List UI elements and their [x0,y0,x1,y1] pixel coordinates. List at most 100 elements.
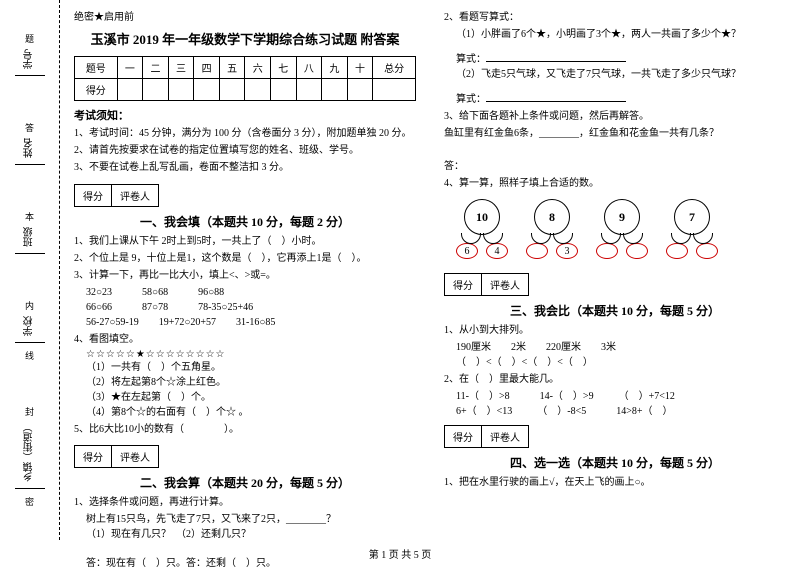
sidebar-sub: 内 [25,299,34,312]
th: 题号 [75,57,118,79]
notice-item: 3、不要在试卷上乱写乱画，卷面不整洁扣 3 分。 [74,161,416,175]
q2-3ans: 答： [444,159,786,174]
sidebar-sub: 题 [25,32,34,45]
connector-lines [597,233,647,245]
th: 九 [322,57,348,79]
th: 三 [168,57,194,79]
section-2-title: 二、我会算（本题共 20 分，每题 5 分） [74,474,416,491]
td [219,79,245,101]
right-column: 2、看题写算式： （1）小胖画了6个★，小明画了3个★，两人一共画了多少个★？ … [430,0,800,540]
sidebar-line [15,75,45,76]
small-circle: 4 [486,243,508,259]
big-circle: 7 [674,199,710,235]
q2-4: 4、算一算，照样子填上合适的数。 [444,176,786,191]
q3-2a: 11-（ ）>8 14-（ ）>9 （ ）+7<12 [456,389,786,404]
bond-group: 7 [666,199,718,259]
notice-item: 2、请首先按要求在试卷的指定位置填写您的姓名、班级、学号。 [74,144,416,158]
td [194,79,220,101]
small-circle: 6 [456,243,478,259]
th: 七 [271,57,297,79]
small-circle: 3 [556,243,578,259]
small-circle [696,243,718,259]
sidebar-sub: 封 [25,405,34,418]
sidebar-label: 学号 [22,49,37,69]
spacer [444,42,786,52]
sidebar-student-id: 题 学号 [15,32,45,78]
spacer [444,82,786,92]
q1-4a: （1）一共有（ ）个五角星。 [86,360,416,375]
score-label: 得分 [445,426,482,447]
q3-1: 1、从小到大排列。 [444,323,786,338]
number-bond-diagram: 10 6 4 8 3 9 [456,199,786,259]
q3-1b: （ ）<（ ）<（ ）<（ ） [456,355,786,370]
q1-3a: 32○23 58○68 96○88 [86,285,416,300]
q1-3c: 56-27○59-19 19+72○20+57 31-16○85 [86,315,416,330]
q2-2a: （1）小胖画了6个★，小明画了3个★，两人一共画了多少个★？ [456,27,786,42]
td [322,79,348,101]
sidebar-town: 封 乡镇（街道） 密 [15,405,45,508]
section-3-title: 三、我会比（本题共 10 分，每题 5 分） [444,302,786,319]
th: 四 [194,57,220,79]
q4-1: 1、把在水里行驶的画上√，在天上飞的画上○。 [444,475,786,490]
secret-label: 绝密★启用前 [74,8,416,23]
td [271,79,297,101]
big-circle: 8 [534,199,570,235]
q2-3: 3、给下面各题补上条件或问题，然后再解答。 [444,109,786,124]
td: 得分 [75,79,118,101]
td [347,79,373,101]
sidebar-line [15,253,45,254]
th: 二 [143,57,169,79]
content-area: 绝密★启用前 玉溪市 2019 年一年级数学下学期综合练习试题 附答案 题号 一… [60,0,800,540]
sidebar-line [15,342,45,343]
small-circle-pair: 3 [526,243,578,259]
td [296,79,322,101]
q2-1b: （1）现在有几只？ （2）还剩几只？ [86,527,416,542]
sidebar-label: 姓名 [22,138,37,158]
score-label: 得分 [75,446,112,467]
bond-group: 9 [596,199,648,259]
sidebar-label: 班级 [22,227,37,247]
notice-item: 1、考试时间：45 分钟，满分为 100 分（含卷面分 3 分），附加题单独 2… [74,127,416,141]
page-footer: 第 1 页 共 5 页 [0,546,800,561]
q1-5: 5、比6大比10小的数有（ ）。 [74,422,416,437]
small-circle-pair: 6 4 [456,243,508,259]
score-table: 题号 一 二 三 四 五 六 七 八 九 十 总分 得分 [74,56,416,101]
q3-2: 2、在（ ）里最大能几。 [444,372,786,387]
td [117,79,143,101]
fill-line [486,92,626,102]
sidebar-label: 乡镇（街道） [22,422,37,482]
fill-line [486,52,626,62]
small-circle [596,243,618,259]
q2-3a: 鱼缸里有红金鱼6条，________，红金鱼和花金鱼一共有几条？ [444,126,786,141]
q1-4c: （3）★在左起第（ ）个。 [86,390,416,405]
sidebar-label: 学校 [22,316,37,336]
formula-label: 算式： [456,94,486,105]
sidebar-sub: 本 [25,210,34,223]
q1-4-stars: ☆☆☆☆☆★☆☆☆☆☆☆☆☆ [86,349,416,360]
q2-2: 2、看题写算式： [444,10,786,25]
marker-label: 评卷人 [482,426,528,447]
page-container: 题 学号 答 姓名 本 班级 内 学校 线 封 乡镇（街道） 密 绝密★ [0,0,800,540]
q1-3: 3、计算一下，再比一比大小，填上<、>或=。 [74,268,416,283]
marker-label: 评卷人 [112,185,158,206]
marker-label: 评卷人 [112,446,158,467]
q2-1a: 树上有15只鸟，先飞走了7只，又飞来了2只，________？ [86,512,416,527]
sidebar-sub2: 线 [25,349,34,362]
connector-lines [667,233,717,245]
q1-4: 4、看图填空。 [74,332,416,347]
score-box: 得分 评卷人 [74,445,159,468]
th: 八 [296,57,322,79]
spacer [444,143,786,157]
small-circle-pair [666,243,718,259]
q1-2: 2、个位上是 9，十位上是1，这个数是（ ），它再添上1是（ ）。 [74,251,416,266]
small-circle [526,243,548,259]
th: 总分 [373,57,416,79]
score-label: 得分 [445,274,482,295]
q1-3b: 66○66 87○78 78-35○25+46 [86,300,416,315]
score-box: 得分 评卷人 [444,425,529,448]
q1-1: 1、我们上课从下午 2时上到5时，一共上了（ ）小时。 [74,234,416,249]
left-column: 绝密★启用前 玉溪市 2019 年一年级数学下学期综合练习试题 附答案 题号 一… [60,0,430,540]
th: 五 [219,57,245,79]
section-4-title: 四、选一选（本题共 10 分，每题 5 分） [444,454,786,471]
notice-heading: 考试须知： [74,107,416,123]
